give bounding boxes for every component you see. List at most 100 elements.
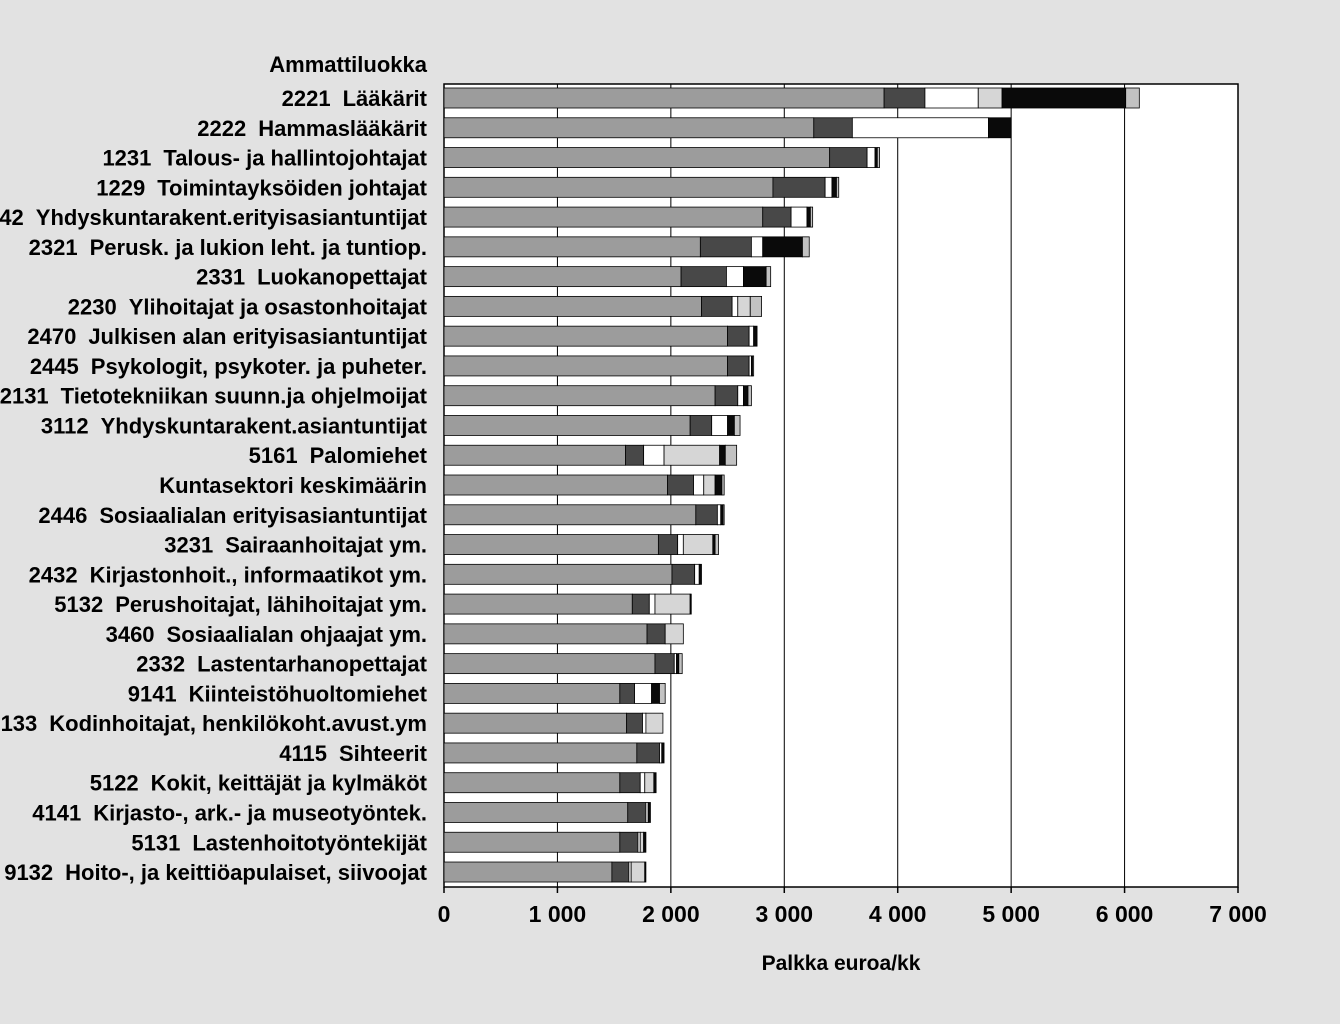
- bar-segment: [654, 653, 675, 675]
- x-tick-label: 4 000: [869, 901, 927, 927]
- category-code: 9132: [4, 860, 53, 885]
- bar-segment: [765, 266, 772, 288]
- category-code: 2446: [38, 503, 87, 528]
- bar-segment: [703, 474, 716, 496]
- bar-segment: [627, 802, 647, 823]
- category-code: 5161: [249, 443, 298, 468]
- category-label: Kodinhoitajat, henkilökoht.avust.ym: [49, 711, 427, 736]
- bar-segment: [752, 355, 755, 377]
- bar-segment: [667, 474, 694, 496]
- bar-segment: [653, 772, 657, 794]
- bar-segment: [664, 623, 684, 645]
- bar-segment: [682, 534, 714, 555]
- x-tick-label: 6 000: [1096, 901, 1154, 927]
- category-label: Kokit, keittäjät ja kylmäköt: [151, 771, 428, 796]
- bar-segment: [630, 861, 646, 883]
- bar-segment: [851, 117, 989, 139]
- bar-segment: [443, 683, 621, 704]
- bar-segment: [645, 712, 664, 734]
- bar-segment: [678, 653, 683, 675]
- category-code: 2432: [29, 562, 78, 587]
- x-axis-title: Palkka euroa/kk: [762, 952, 921, 975]
- bar-segment: [699, 236, 752, 258]
- category-code: 2470: [27, 324, 76, 349]
- bar-segment: [866, 147, 876, 168]
- x-tick-label: 2 000: [642, 901, 700, 927]
- bar-segment: [657, 534, 679, 555]
- bar-segment: [443, 355, 728, 377]
- bar-segment: [727, 415, 735, 436]
- bar-segment: [693, 474, 705, 496]
- bar-segment: [611, 861, 630, 883]
- bar-segment: [443, 444, 626, 466]
- bar-segment: [731, 295, 739, 317]
- bar-segment: [813, 117, 853, 139]
- bar-segment: [714, 474, 723, 496]
- bar-segment: [809, 206, 814, 228]
- bar-segment: [443, 206, 764, 228]
- bar-segment: [824, 176, 833, 198]
- category-label: Hammaslääkärit: [258, 116, 427, 141]
- x-tick-label: 5 000: [982, 901, 1040, 927]
- bar-segment: [651, 683, 660, 704]
- category-code: 2321: [29, 235, 78, 260]
- bar-segment: [714, 385, 739, 407]
- bar-segment: [443, 831, 621, 853]
- bar-segment: [762, 206, 792, 228]
- bar-segment: [443, 563, 673, 585]
- bar-segment: [659, 683, 666, 704]
- x-tick-label: 3 000: [756, 901, 814, 927]
- category-label: Kirjasto-, ark.- ja museotyöntek.: [93, 800, 427, 825]
- bar-segment: [643, 444, 665, 466]
- bar-segment: [631, 593, 650, 615]
- bar-segment: [443, 117, 815, 139]
- bar-segment: [443, 87, 885, 109]
- bar-segment: [829, 147, 868, 168]
- bar-segment: [733, 415, 741, 436]
- bar-segment: [639, 772, 646, 794]
- bar-segment: [977, 87, 1003, 109]
- category-code: 5122: [90, 771, 139, 796]
- category-code: 2331: [196, 265, 245, 290]
- bar-segment: [750, 236, 764, 258]
- bar-segment: [671, 563, 696, 585]
- category-label: Psykologit, psykoter. ja puheter.: [91, 354, 427, 379]
- bar-segment: [443, 385, 716, 407]
- category-label: Kirjastonhoit., informaatikot ym.: [90, 562, 427, 587]
- bar-segment: [689, 593, 692, 615]
- category-code: 5133: [0, 711, 37, 736]
- category-code: 5131: [131, 830, 180, 855]
- category-code: 2230: [68, 294, 117, 319]
- category-label: Yhdyskuntarakent.asiantuntijat: [101, 413, 428, 438]
- bar-segment: [443, 772, 621, 794]
- category-code: 2221: [282, 86, 331, 111]
- bar-segment: [988, 117, 1012, 139]
- bar-segment: [443, 802, 629, 823]
- bar-segment: [806, 206, 811, 228]
- bar-segment: [634, 683, 652, 704]
- bar-segment: [626, 712, 643, 734]
- bar-segment: [443, 712, 628, 734]
- bar-segment: [711, 415, 728, 436]
- bar-segment: [924, 87, 979, 109]
- bar-segment: [443, 295, 702, 317]
- category-label: Kiinteistöhuoltomiehet: [189, 681, 428, 706]
- bar-segment: [831, 176, 837, 198]
- bar-segment: [1125, 87, 1140, 109]
- category-label: Yhdyskuntarakent.erityisasiantuntijat: [36, 205, 428, 230]
- category-label: Sihteerit: [339, 741, 428, 766]
- bar-segment: [443, 623, 648, 645]
- bar-segment: [772, 176, 826, 198]
- bar-segment: [802, 236, 810, 258]
- bar-segment: [636, 742, 660, 764]
- category-code: 5132: [54, 592, 103, 617]
- bar-segment: [443, 593, 633, 615]
- bar-segment: [727, 325, 750, 347]
- bar-segment: [443, 415, 691, 436]
- bar-segment: [695, 504, 718, 526]
- bar-segment: [749, 295, 762, 317]
- bar-segment: [748, 325, 755, 347]
- bar-segment: [727, 355, 750, 377]
- bar-segment: [753, 325, 758, 347]
